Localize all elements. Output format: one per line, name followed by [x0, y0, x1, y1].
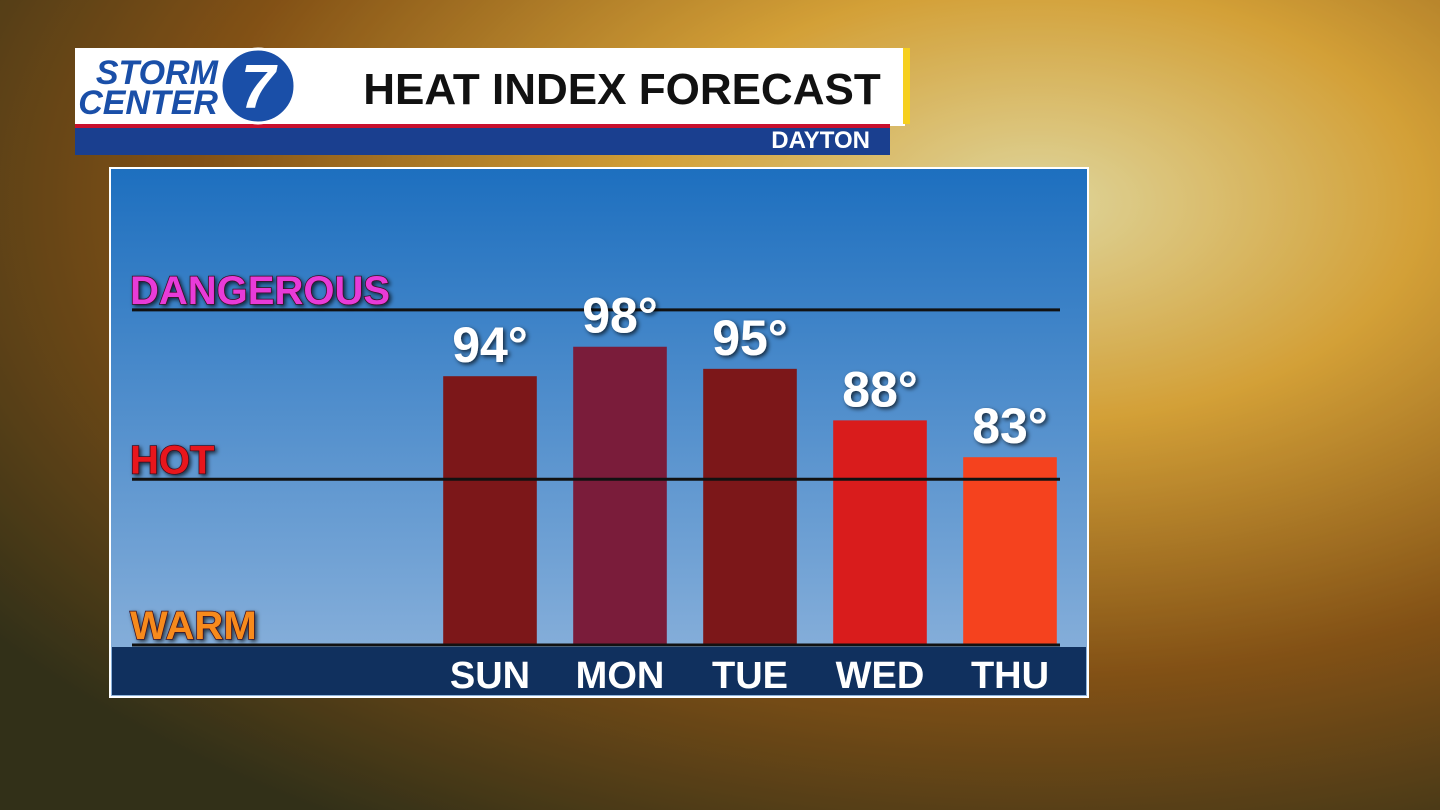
- bar: [443, 376, 537, 645]
- bar: [963, 457, 1057, 645]
- chart-subtitle: DAYTON: [771, 127, 870, 154]
- y-tick-label: DANGEROUS: [130, 269, 390, 313]
- plot-area: WARM HOT DANGEROUS 94° SUN 98° MON 95° TUE 88° WED…: [129, 268, 1060, 697]
- x-tick-label: THU: [971, 655, 1049, 697]
- x-tick-label: TUE: [712, 655, 788, 697]
- x-tick-label: SUN: [450, 655, 530, 697]
- bar: [833, 420, 927, 645]
- value-label: 95°: [712, 310, 788, 366]
- logo-circle: [219, 47, 297, 125]
- logo-line2: CENTER: [78, 84, 218, 122]
- value-label: 83°: [972, 398, 1048, 454]
- category-strip: [112, 647, 1086, 695]
- chart-title: HEAT INDEX FORECAST: [363, 65, 881, 114]
- y-tick-label: HOT: [130, 438, 214, 482]
- bar: [703, 368, 797, 645]
- x-tick-label: WED: [836, 655, 925, 697]
- bar: [573, 346, 667, 645]
- x-tick-label: MON: [576, 655, 665, 697]
- subtitle-stripe: [75, 124, 890, 128]
- header-bar: [75, 48, 905, 126]
- y-tick-label: WARM: [130, 604, 257, 648]
- logo-line1: STORM: [96, 54, 219, 92]
- header-accent: [903, 48, 910, 124]
- logo-number: 7: [241, 53, 278, 122]
- value-label: 88°: [842, 361, 918, 417]
- value-label: 98°: [582, 288, 658, 344]
- value-label: 94°: [452, 317, 528, 373]
- subtitle-bar: [75, 124, 890, 155]
